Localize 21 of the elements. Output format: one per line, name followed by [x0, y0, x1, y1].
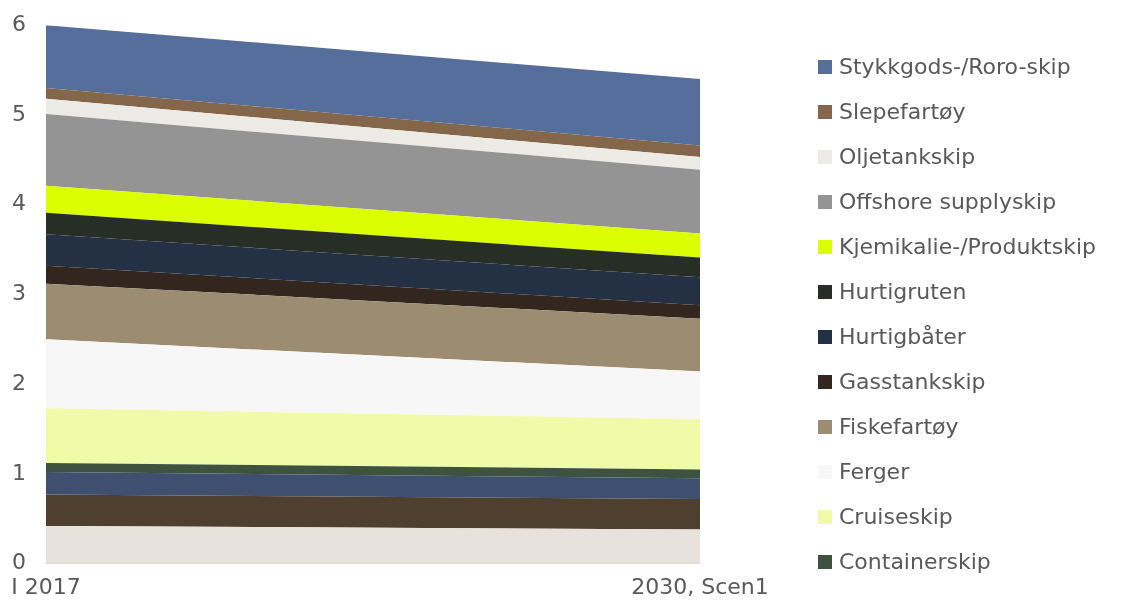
- y-tick-label: 1: [12, 459, 26, 485]
- legend-label: Stykkgods-/Roro-skip: [839, 54, 1071, 79]
- legend-label: Oljetankskip: [839, 144, 976, 169]
- y-tick-label: 3: [12, 280, 26, 306]
- x-tick-label: I 2017: [11, 573, 81, 599]
- y-tick-label: 2: [12, 369, 26, 395]
- y-tick-label: 4: [12, 190, 26, 216]
- x-tick-label: 2030, Scen1: [631, 573, 769, 599]
- y-tick-label: 5: [12, 100, 26, 126]
- legend-label: Ferger: [839, 459, 910, 484]
- legend-label: Fiskefartøy: [839, 414, 959, 439]
- y-tick-label: 6: [12, 10, 26, 36]
- legend-label: Cruiseskip: [839, 504, 953, 529]
- legend-label: Containerskip: [839, 549, 991, 574]
- legend-label: Hurtigruten: [839, 279, 967, 304]
- legend-label: Hurtigbåter: [839, 324, 966, 349]
- legend-label: Offshore supplyskip: [839, 189, 1057, 214]
- y-tick-label: 0: [12, 549, 26, 575]
- legend-label: Kjemikalie-/Produktskip: [839, 234, 1097, 259]
- legend-label: Gasstankskip: [839, 369, 986, 394]
- legend-label: Slepefartøy: [839, 99, 966, 124]
